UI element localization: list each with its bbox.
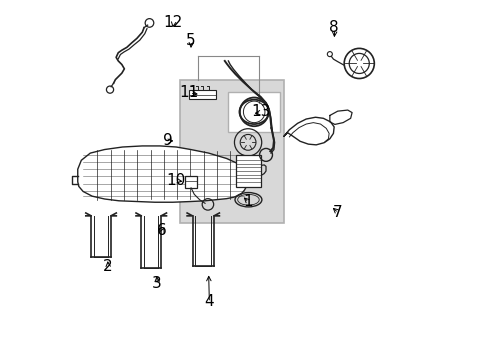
Text: 12: 12: [163, 15, 182, 30]
Text: 5: 5: [185, 33, 195, 48]
Text: 13: 13: [250, 104, 270, 120]
Text: 3: 3: [151, 276, 161, 292]
Bar: [228, 92, 280, 132]
Text: 6: 6: [157, 223, 166, 238]
Bar: [185, 176, 196, 188]
Text: 2: 2: [102, 258, 112, 274]
Text: 11: 11: [179, 85, 198, 100]
Polygon shape: [188, 90, 215, 99]
Bar: [180, 80, 284, 223]
Text: 1: 1: [243, 194, 252, 209]
Polygon shape: [78, 146, 249, 202]
Text: 8: 8: [328, 20, 338, 35]
Text: 7: 7: [332, 205, 342, 220]
Text: 10: 10: [166, 172, 185, 188]
Text: 9: 9: [162, 133, 172, 148]
Bar: [235, 155, 261, 187]
Text: 4: 4: [203, 294, 213, 310]
